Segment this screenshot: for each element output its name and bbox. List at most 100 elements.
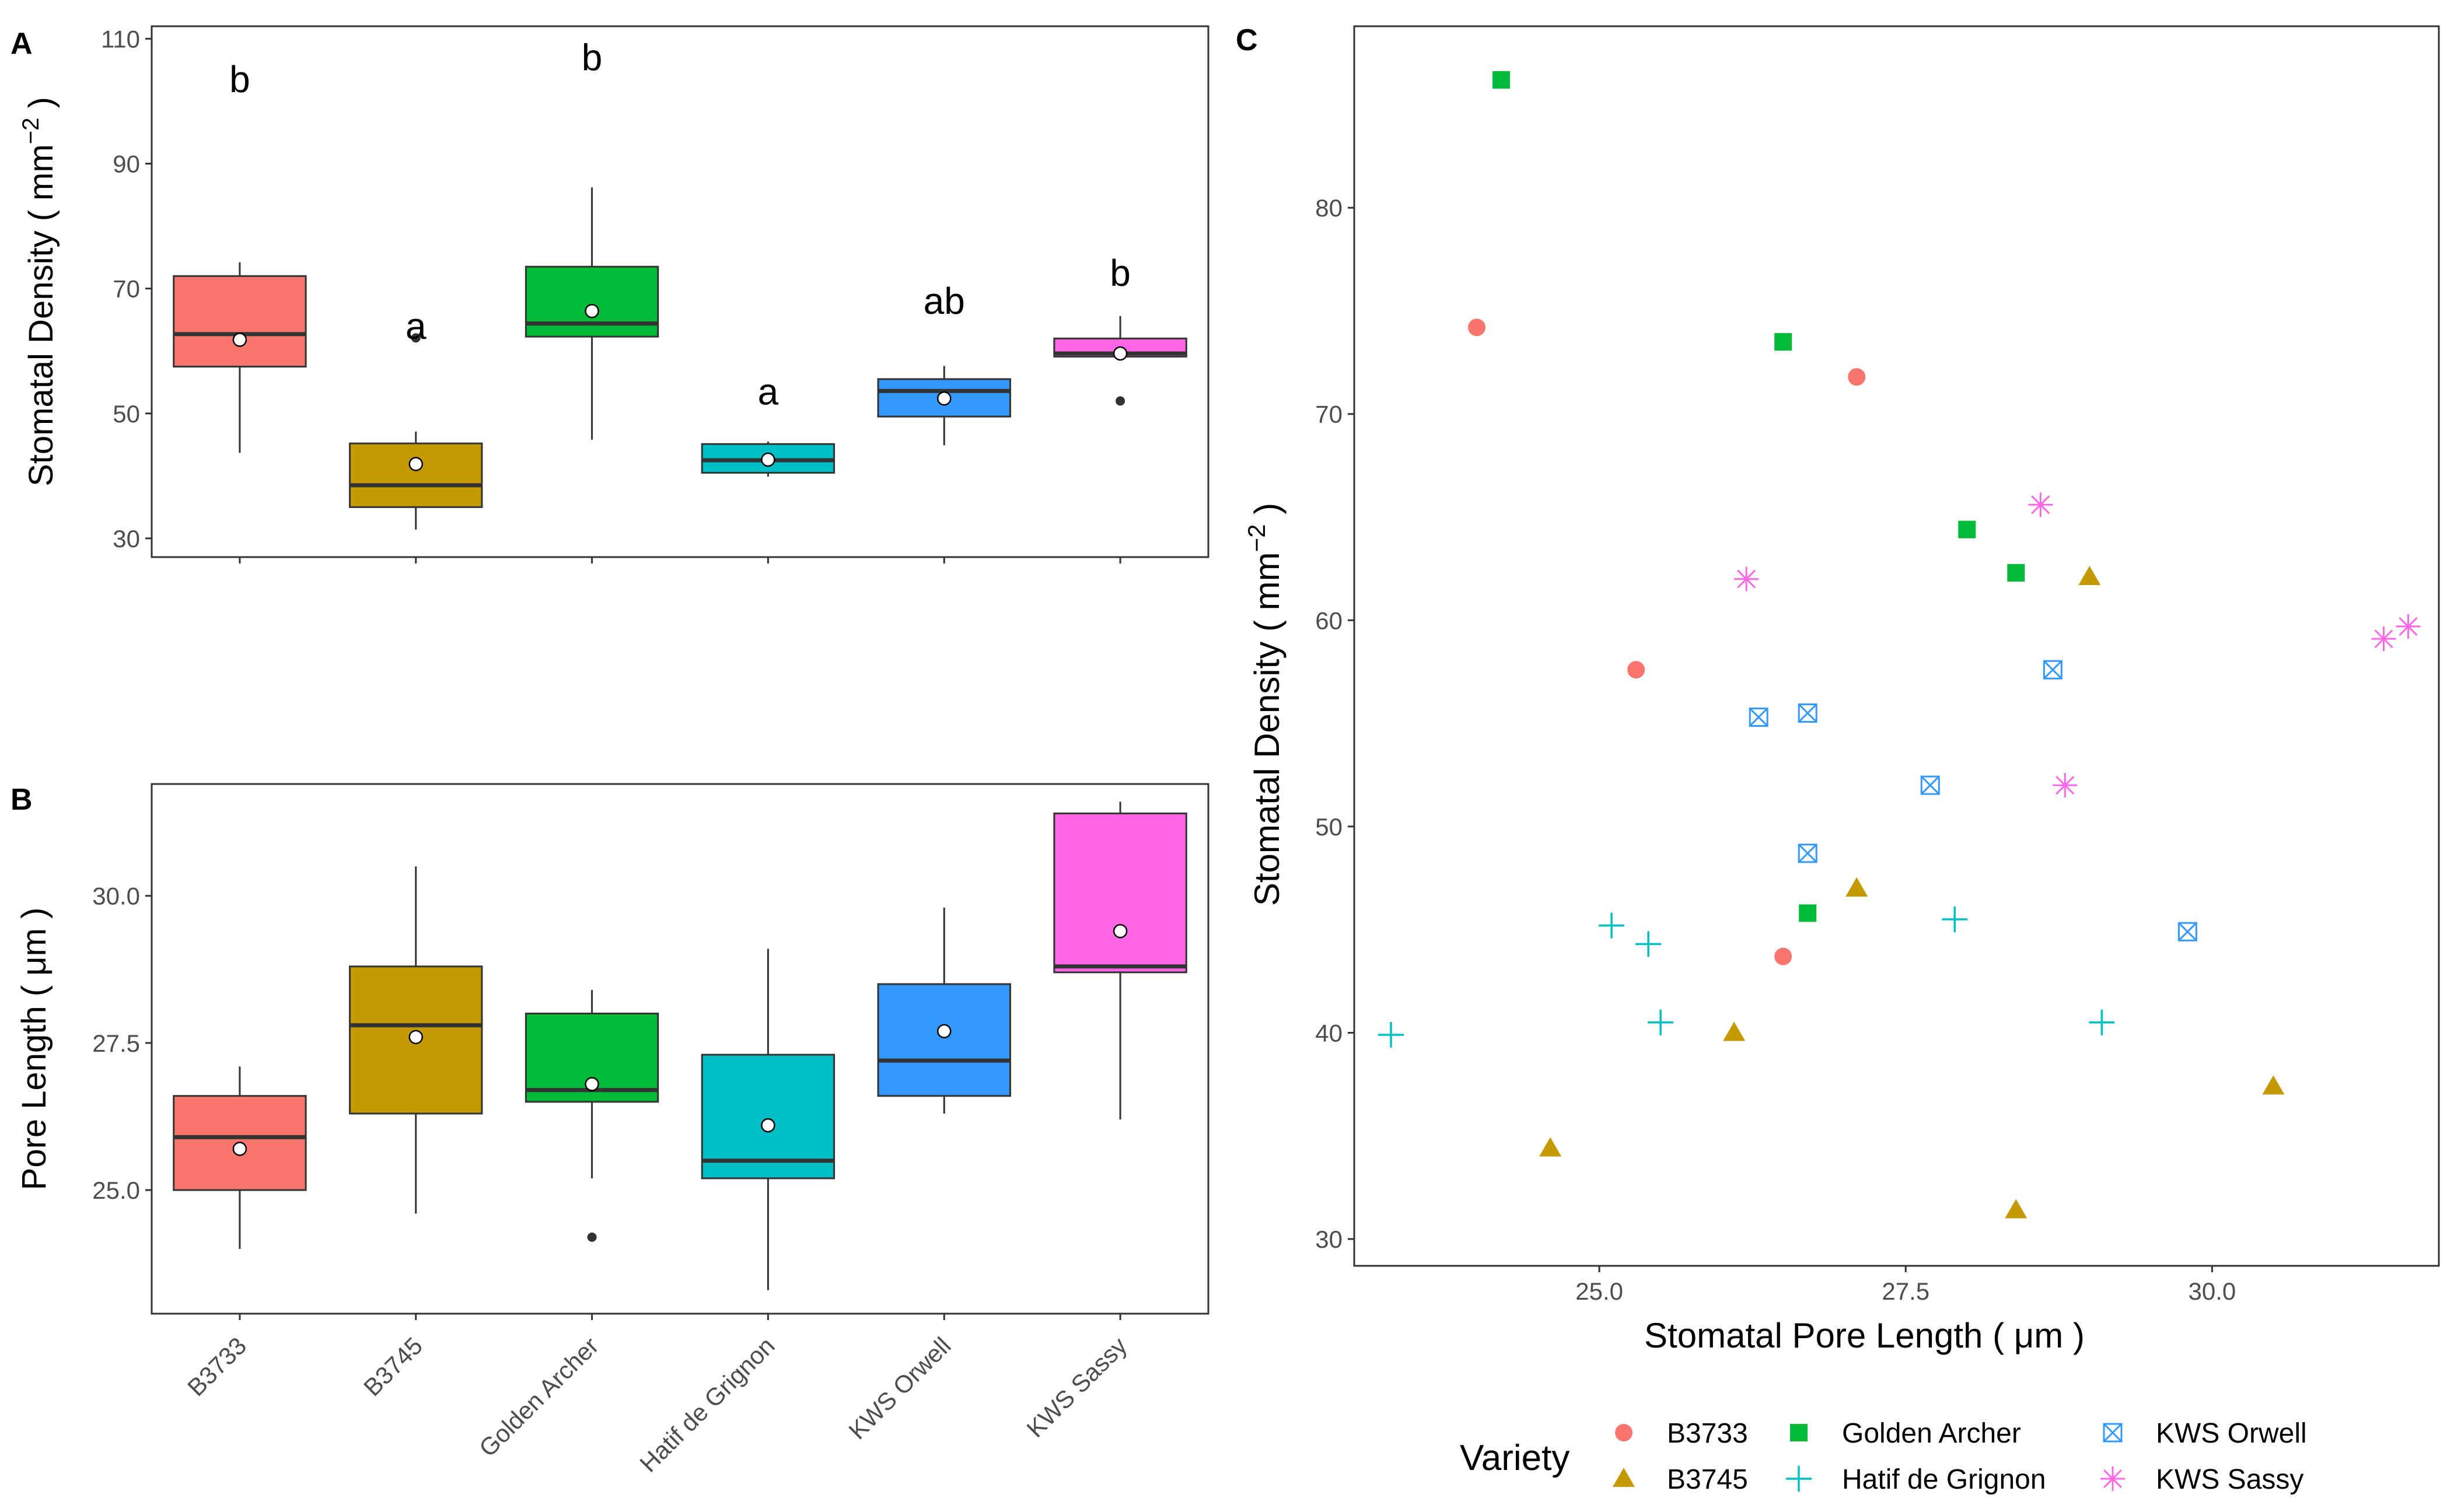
box-kws-sassy (1053, 316, 1187, 406)
legend-label: KWS Sassy (2156, 1464, 2303, 1495)
significance-letter: ab (924, 280, 965, 322)
box-b3733 (173, 1066, 307, 1250)
outlier-point (1116, 396, 1125, 406)
point-plus (2089, 1009, 2115, 1035)
point-star (2100, 1466, 2125, 1491)
point-star (2028, 492, 2053, 517)
y-axis-title-text: Stomatal Density ( mm (22, 144, 60, 487)
box-iqr (349, 442, 483, 508)
significance-letter: a (758, 370, 779, 412)
point-box-x (2103, 1423, 2123, 1443)
series-kws-sassy (1734, 492, 2421, 798)
point-star-arm (1737, 569, 1756, 589)
point-circle (1774, 947, 1792, 965)
point-star-arm (2399, 617, 2418, 636)
mean-point (761, 1118, 775, 1133)
y-tick-label: 70 (1315, 401, 1343, 428)
y-axis-title-text: Pore Length ( μm ) (15, 908, 53, 1191)
point-box-x (1798, 703, 1817, 723)
point-box-x-diag2 (2103, 1423, 2123, 1443)
y-tick-label: 30 (113, 525, 140, 552)
panel-c-scatter: 30 40 50 60 70 80 25.0 27.5 30.0 Stomatal Pore Le… (1243, 25, 2440, 1355)
legend-item-golden-archer: Golden Archer (1790, 1418, 2021, 1449)
y-axis-title-text: Stomatal Density ( mm (1247, 552, 1287, 906)
point-square (1958, 520, 1976, 538)
legend-label: KWS Orwell (2156, 1418, 2307, 1449)
point-plus (1635, 931, 1662, 957)
point-plus (1378, 1021, 1404, 1048)
legend-label: Hatif de Grignon (1842, 1464, 2046, 1495)
point-star (1734, 566, 1759, 592)
significance-letter: b (229, 58, 250, 100)
plot-border (151, 25, 1209, 558)
y-axis-title-close: ) (1247, 503, 1287, 524)
series-kws-orwell (1749, 660, 2197, 942)
point-box-x-frame (1920, 775, 1940, 795)
x-axis-title: Stomatal Pore Length ( μm ) (1644, 1316, 2085, 1355)
mean-point (761, 452, 775, 467)
point-circle (1848, 368, 1866, 386)
y-axis-title: Stomatal Density ( mm−2 ) (18, 97, 60, 487)
significance-letter: b (1110, 252, 1131, 294)
panel-c-tag: C (1236, 23, 1258, 57)
legend-item-kws-orwell: KWS Orwell (2103, 1418, 2307, 1449)
series-b3733 (1468, 318, 1866, 965)
legend-label: Golden Archer (1842, 1418, 2021, 1449)
point-triangle (1539, 1137, 1562, 1157)
point-square (1492, 71, 1511, 89)
point-star (2371, 626, 2396, 652)
point-triangle (1613, 1468, 1635, 1487)
point-star (2053, 773, 2078, 798)
legend-item-b3745: B3745 (1613, 1464, 1748, 1495)
point-circle (1468, 318, 1486, 337)
point-box-x-diag2 (1749, 708, 1768, 727)
point-box-x (2177, 922, 2197, 942)
y-tick-label: 80 (1315, 194, 1343, 222)
x-tick-label: 27.5 (1882, 1278, 1929, 1305)
point-square (1799, 904, 1817, 922)
mean-point (1113, 346, 1128, 361)
legend-title: Variety (1460, 1438, 1569, 1478)
outlier-point (587, 1232, 597, 1242)
mean-point (408, 457, 423, 471)
point-box-x-frame (1749, 707, 1768, 727)
point-plus (1648, 1009, 1674, 1035)
mean-point (937, 391, 952, 406)
point-triangle (2262, 1075, 2285, 1095)
point-box-x-diag2 (2043, 660, 2063, 680)
x-tick-label: 25.0 (1575, 1278, 1623, 1305)
mean-point (585, 303, 599, 318)
y-tick-label: 110 (101, 25, 140, 52)
series-b3745 (1539, 566, 2285, 1219)
point-plus (1599, 912, 1625, 939)
point-box-x-frame (2177, 922, 2197, 942)
y-tick-label: 40 (1315, 1019, 1343, 1046)
significance-letter: b (582, 37, 603, 79)
box-iqr (525, 265, 659, 338)
legend-label: B3733 (1667, 1418, 1748, 1449)
y-tick-label: 60 (1315, 607, 1343, 634)
legend: Variety B3733 B3745 Golden Archer Hatif de G… (1460, 1418, 2307, 1495)
point-circle (1615, 1424, 1633, 1441)
y-tick-label: 50 (1315, 813, 1343, 841)
point-star-arm (2103, 1469, 2123, 1489)
mean-point (408, 1030, 423, 1045)
point-box-x-frame (2103, 1423, 2123, 1443)
point-plus (1786, 1466, 1812, 1492)
point-plus (1942, 906, 1968, 932)
box-golden-archer (525, 990, 659, 1242)
mean-point (232, 1142, 247, 1156)
box-golden-archer (525, 187, 659, 440)
y-tick-label: 30 (1315, 1226, 1343, 1253)
outlier-point (411, 333, 421, 343)
y-tick-label: 25.0 (92, 1177, 140, 1204)
point-triangle (1845, 877, 1868, 897)
point-square (1790, 1424, 1808, 1441)
series-hatif-de-grignon (1378, 906, 2115, 1048)
y-axis-title-close: ) (22, 97, 60, 117)
plot-border (151, 783, 1209, 1315)
box-kws-orwell (877, 366, 1011, 446)
point-star-arm (2374, 629, 2393, 649)
